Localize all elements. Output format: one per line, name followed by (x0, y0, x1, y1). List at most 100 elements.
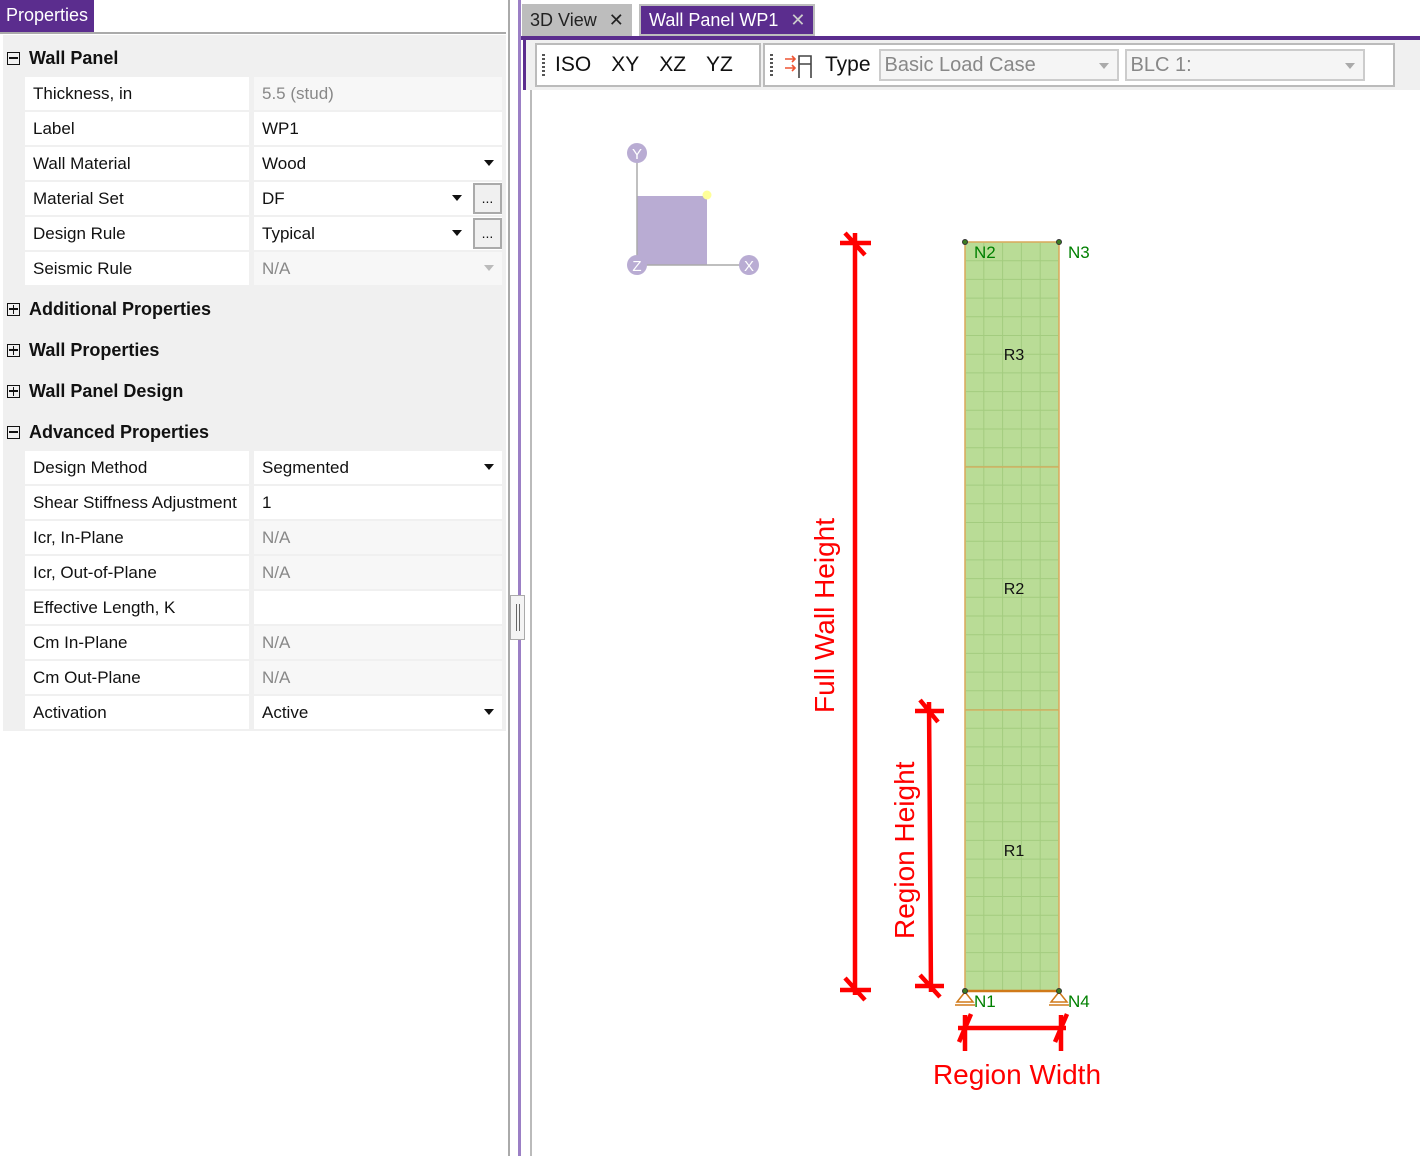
property-row-design-rule: Design Rule Typical... (25, 217, 502, 250)
tab-label: 3D View (530, 9, 597, 30)
dropdown-arrow-icon[interactable] (484, 464, 494, 470)
tab-wall-panel-wp1[interactable]: Wall Panel WP1 ✕ (639, 4, 816, 36)
collapse-icon[interactable] (7, 51, 20, 65)
tab-3d-view[interactable]: 3D View ✕ (522, 4, 632, 36)
splitter-accent (518, 0, 521, 1156)
dropdown-arrow-icon[interactable] (484, 709, 494, 715)
divider (0, 32, 506, 34)
view-toolbar-group: ISO XY XZ YZ (535, 43, 761, 87)
property-label: Activation (25, 696, 249, 729)
section-wall-panel[interactable]: Wall Panel (3, 43, 118, 73)
yz-view-button[interactable]: YZ (706, 53, 733, 76)
property-row-cm-in-plane: Cm In-Plane N/A (25, 626, 502, 659)
load-case-select[interactable]: BLC 1: (1124, 49, 1365, 81)
property-value: N/A (254, 521, 502, 554)
loads-toggle-icon[interactable] (783, 50, 817, 80)
property-value: N/A (254, 556, 502, 589)
tab-label: Wall Panel WP1 (649, 9, 779, 30)
dropdown-arrow-icon[interactable] (452, 230, 462, 236)
property-label: Shear Stiffness Adjustment (25, 486, 249, 519)
dropdown-arrow-icon[interactable] (1344, 63, 1355, 69)
property-label: Design Rule (25, 217, 249, 250)
expand-icon[interactable] (7, 343, 20, 357)
property-row-seismic-rule: Seismic Rule N/A (25, 252, 502, 285)
design-rule-select[interactable]: Typical... (254, 217, 502, 250)
properties-panel: Properties Wall Panel Thickness, in 5.5 (… (0, 0, 508, 1156)
section-wall-properties[interactable]: Wall Properties (3, 335, 159, 365)
design-rule-browse-button[interactable]: ... (473, 218, 502, 249)
property-label: Design Method (25, 451, 249, 484)
property-row-design-method: Design Method Segmented (25, 451, 502, 484)
section-title: Wall Panel (29, 47, 119, 68)
type-label: Type (825, 53, 871, 76)
property-label: Thickness, in (25, 77, 249, 110)
grip-icon[interactable] (542, 54, 545, 76)
wall-material-select[interactable]: Wood (254, 147, 502, 180)
section-additional-properties[interactable]: Additional Properties (3, 294, 211, 324)
view-area: 3D View ✕ Wall Panel WP1 ✕ ISO XY XZ YZ Ty… (521, 0, 1420, 1156)
expand-icon[interactable] (7, 302, 20, 316)
load-toolbar-group: Type Basic Load Case BLC 1: (763, 43, 1395, 87)
property-label: Wall Material (25, 147, 249, 180)
iso-view-button[interactable]: ISO (555, 53, 592, 76)
property-label: Icr, In-Plane (25, 521, 249, 554)
expand-icon[interactable] (7, 384, 20, 398)
material-set-browse-button[interactable]: ... (473, 183, 502, 214)
property-row-icr-in-plane: Icr, In-Plane N/A (25, 521, 502, 554)
tab-underline (521, 36, 1420, 40)
close-icon[interactable]: ✕ (608, 9, 624, 30)
property-row-effective-length: Effective Length, K (25, 591, 502, 624)
property-row-cm-out-plane: Cm Out-Plane N/A (25, 661, 502, 694)
property-label: Icr, Out-of-Plane (25, 556, 249, 589)
property-label: Material Set (25, 182, 249, 215)
select-value: Segmented (262, 458, 349, 477)
section-wall-panel-design[interactable]: Wall Panel Design (3, 376, 183, 406)
view-toolbar: ISO XY XZ YZ Type Basic Load Case BLC 1: (523, 40, 1420, 90)
select-value: Basic Load Case (884, 54, 1036, 76)
close-icon[interactable]: ✕ (790, 9, 806, 30)
xz-view-button[interactable]: XZ (659, 53, 687, 76)
xy-view-button[interactable]: XY (611, 53, 640, 76)
property-value: N/A (254, 661, 502, 694)
property-value: N/A (254, 626, 502, 659)
select-value: Wood (262, 154, 307, 173)
load-type-select[interactable]: Basic Load Case (878, 49, 1119, 81)
property-row-material-set: Material Set DF... (25, 182, 502, 215)
property-label: Seismic Rule (25, 252, 249, 285)
property-label: Cm Out-Plane (25, 661, 249, 694)
property-label: Effective Length, K (25, 591, 249, 624)
grip-icon[interactable] (770, 54, 773, 76)
property-label: Cm In-Plane (25, 626, 249, 659)
property-row-shear-stiffness: Shear Stiffness Adjustment 1 (25, 486, 502, 519)
splitter-grip[interactable] (510, 595, 525, 640)
property-row-icr-out-of-plane: Icr, Out-of-Plane N/A (25, 556, 502, 589)
shear-stiffness-input[interactable]: 1 (254, 486, 502, 519)
collapse-icon[interactable] (7, 425, 20, 439)
select-value: N/A (262, 259, 291, 278)
design-method-select[interactable]: Segmented (254, 451, 502, 484)
property-label: Label (25, 112, 249, 145)
section-title: Wall Properties (29, 339, 160, 360)
label-input[interactable]: WP1 (254, 112, 502, 145)
dropdown-arrow-icon[interactable] (1098, 63, 1109, 69)
section-title: Additional Properties (29, 298, 212, 319)
property-grid: Wall Panel Thickness, in 5.5 (stud) Label… (3, 35, 506, 731)
dropdown-arrow-icon (484, 265, 494, 271)
properties-tab[interactable]: Properties (0, 0, 95, 32)
section-title: Wall Panel Design (29, 380, 184, 401)
effective-length-input[interactable] (254, 591, 502, 624)
property-row-label: Label WP1 (25, 112, 502, 145)
select-value: DF (262, 189, 285, 208)
property-row-activation: Activation Active (25, 696, 502, 729)
material-set-select[interactable]: DF... (254, 182, 502, 215)
panel-splitter[interactable] (508, 0, 521, 1156)
section-advanced-properties[interactable]: Advanced Properties (3, 417, 209, 447)
select-value: Typical (262, 224, 315, 243)
dropdown-arrow-icon[interactable] (452, 195, 462, 201)
activation-select[interactable]: Active (254, 696, 502, 729)
seismic-rule-select: N/A (254, 252, 502, 285)
wall-panel-canvas[interactable] (530, 90, 1420, 1156)
dropdown-arrow-icon[interactable] (484, 160, 494, 166)
property-row-thickness: Thickness, in 5.5 (stud) (25, 77, 502, 110)
select-value: BLC 1: (1130, 54, 1192, 76)
